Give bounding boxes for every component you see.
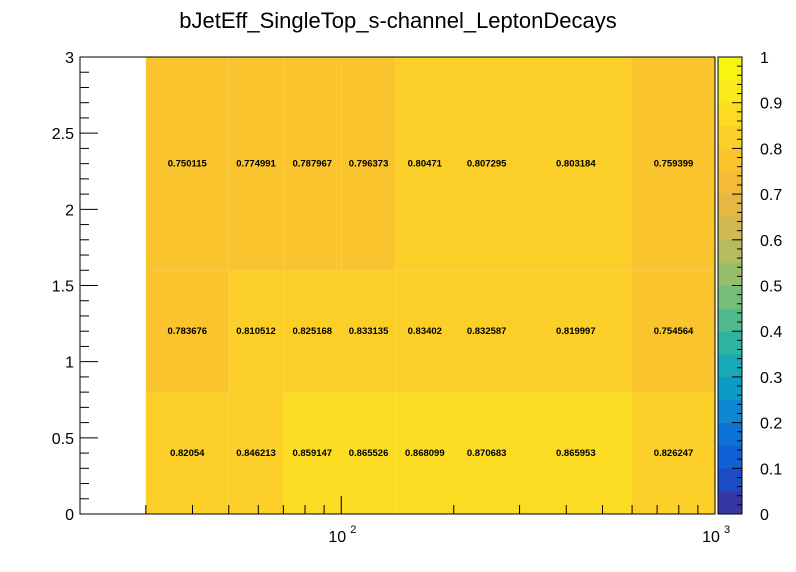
z-tick-label: 0.1 (760, 461, 782, 478)
cell-value-label: 0.83402 (408, 326, 442, 337)
heatmap-cell (228, 57, 284, 271)
z-tick-label: 0 (760, 507, 769, 524)
heatmap-cell (145, 392, 229, 514)
heatmap-cell (228, 270, 284, 393)
y-axis: 0 0.5 1 1.5 2 2.5 3 (52, 50, 98, 524)
cell-value-label: 0.832587 (467, 326, 507, 337)
cell-value-label: 0.774991 (236, 159, 276, 170)
x-tick-exponent: 3 (724, 524, 730, 536)
heatmap-cell (632, 57, 715, 271)
color-scale-segment (718, 422, 742, 446)
z-tick-label: 0.9 (760, 96, 782, 113)
heatmap-cell (632, 270, 715, 393)
color-scale-segment (718, 468, 742, 492)
heatmap-cell (632, 392, 715, 514)
color-scale-segment (718, 216, 742, 241)
heatmap-cells (145, 57, 715, 514)
cell-value-label: 0.865953 (556, 448, 596, 459)
heatmap-cell (283, 392, 342, 514)
z-tick-label: 0.7 (760, 187, 782, 204)
color-scale-segment (718, 262, 742, 286)
heatmap-cell-labels: 0.82054 0.846213 0.859147 0.865526 0.868099 0… (167, 159, 694, 459)
color-scale-segment (718, 285, 742, 309)
color-scale-segment (718, 171, 742, 195)
y-tick-label: 1.5 (52, 279, 74, 296)
color-scale-segment (718, 399, 742, 423)
z-tick-label: 1 (760, 50, 769, 67)
cell-value-label: 0.82054 (170, 448, 205, 459)
x-axis: 10 2 10 3 (79, 496, 730, 546)
cell-value-label: 0.870683 (467, 448, 507, 459)
color-scale-segment (718, 354, 742, 378)
cell-value-label: 0.80471 (408, 159, 443, 170)
heatmap-cell (395, 57, 454, 271)
y-tick-label: 2 (65, 202, 74, 219)
cell-value-label: 0.833135 (349, 326, 389, 337)
heatmap-cell (341, 57, 396, 271)
cell-value-label: 0.846213 (236, 448, 276, 459)
heatmap-cell (453, 57, 520, 271)
cell-value-label: 0.750115 (168, 159, 208, 170)
heatmap-cell (453, 392, 520, 514)
color-scale-bar (717, 56, 743, 515)
color-scale-segment (718, 331, 742, 355)
heatmap-cell (395, 270, 454, 393)
z-tick-label: 0.5 (760, 279, 782, 296)
cell-value-label: 0.807295 (467, 159, 507, 170)
color-scale-segment (718, 445, 742, 469)
x-tick-label: 10 (328, 529, 346, 546)
heatmap-cell (395, 392, 454, 514)
cell-value-label: 0.810512 (236, 326, 276, 337)
z-tick-label: 0.4 (760, 324, 782, 341)
cell-value-label: 0.826247 (654, 448, 694, 459)
cell-value-label: 0.783676 (167, 326, 207, 337)
y-tick-label: 3 (65, 50, 74, 67)
cell-value-label: 0.803184 (556, 159, 596, 170)
color-scale-segment (718, 148, 742, 172)
color-scale-segment (718, 102, 742, 126)
heatmap-cell (519, 270, 633, 393)
cell-value-label: 0.787967 (292, 159, 332, 170)
x-tick-exponent: 2 (350, 524, 356, 536)
color-scale-segment (718, 125, 742, 149)
heatmap-cell (519, 57, 633, 271)
cell-value-label: 0.868099 (405, 448, 445, 459)
y-tick-label: 1 (65, 355, 74, 372)
color-scale-segment (718, 194, 742, 218)
heatmap-cell (519, 392, 633, 514)
color-scale-segment (718, 491, 742, 515)
heatmap-cell (145, 57, 229, 271)
color-scale-segment (718, 239, 742, 264)
heatmap-cell (341, 392, 396, 514)
heatmap-cell (283, 57, 342, 271)
x-tick-label: 10 (702, 529, 720, 546)
heatmap-cell (341, 270, 396, 393)
heatmap-cell (145, 270, 229, 393)
y-tick-label: 0.5 (52, 431, 74, 448)
color-scale-segment (718, 79, 742, 104)
y-tick-label: 2.5 (52, 126, 74, 143)
cell-value-label: 0.754564 (654, 326, 694, 337)
heatmap-cell (453, 270, 520, 393)
chart-title: bJetEff_SingleTop_s-channel_LeptonDecays (179, 8, 616, 33)
z-tick-label: 0.3 (760, 370, 782, 387)
z-tick-label: 0.6 (760, 233, 782, 250)
color-scale-axis: 0 0.1 0.2 0.3 0.4 0.5 0.6 0.7 0.8 0.9 1 (732, 50, 782, 524)
color-scale-segment (718, 376, 742, 401)
cell-value-label: 0.819997 (556, 326, 596, 337)
color-scale-segment (718, 308, 742, 332)
cell-value-label: 0.825168 (292, 326, 332, 337)
color-scale-segment (718, 57, 742, 81)
heatmap-cell (228, 392, 284, 514)
cell-value-label: 0.796373 (349, 159, 389, 170)
z-tick-label: 0.2 (760, 416, 782, 433)
z-tick-label: 0.8 (760, 141, 782, 158)
y-tick-label: 0 (65, 507, 74, 524)
cell-value-label: 0.759399 (654, 159, 694, 170)
heatmap-cell (283, 270, 342, 393)
cell-value-label: 0.865526 (349, 448, 389, 459)
cell-value-label: 0.859147 (292, 448, 332, 459)
